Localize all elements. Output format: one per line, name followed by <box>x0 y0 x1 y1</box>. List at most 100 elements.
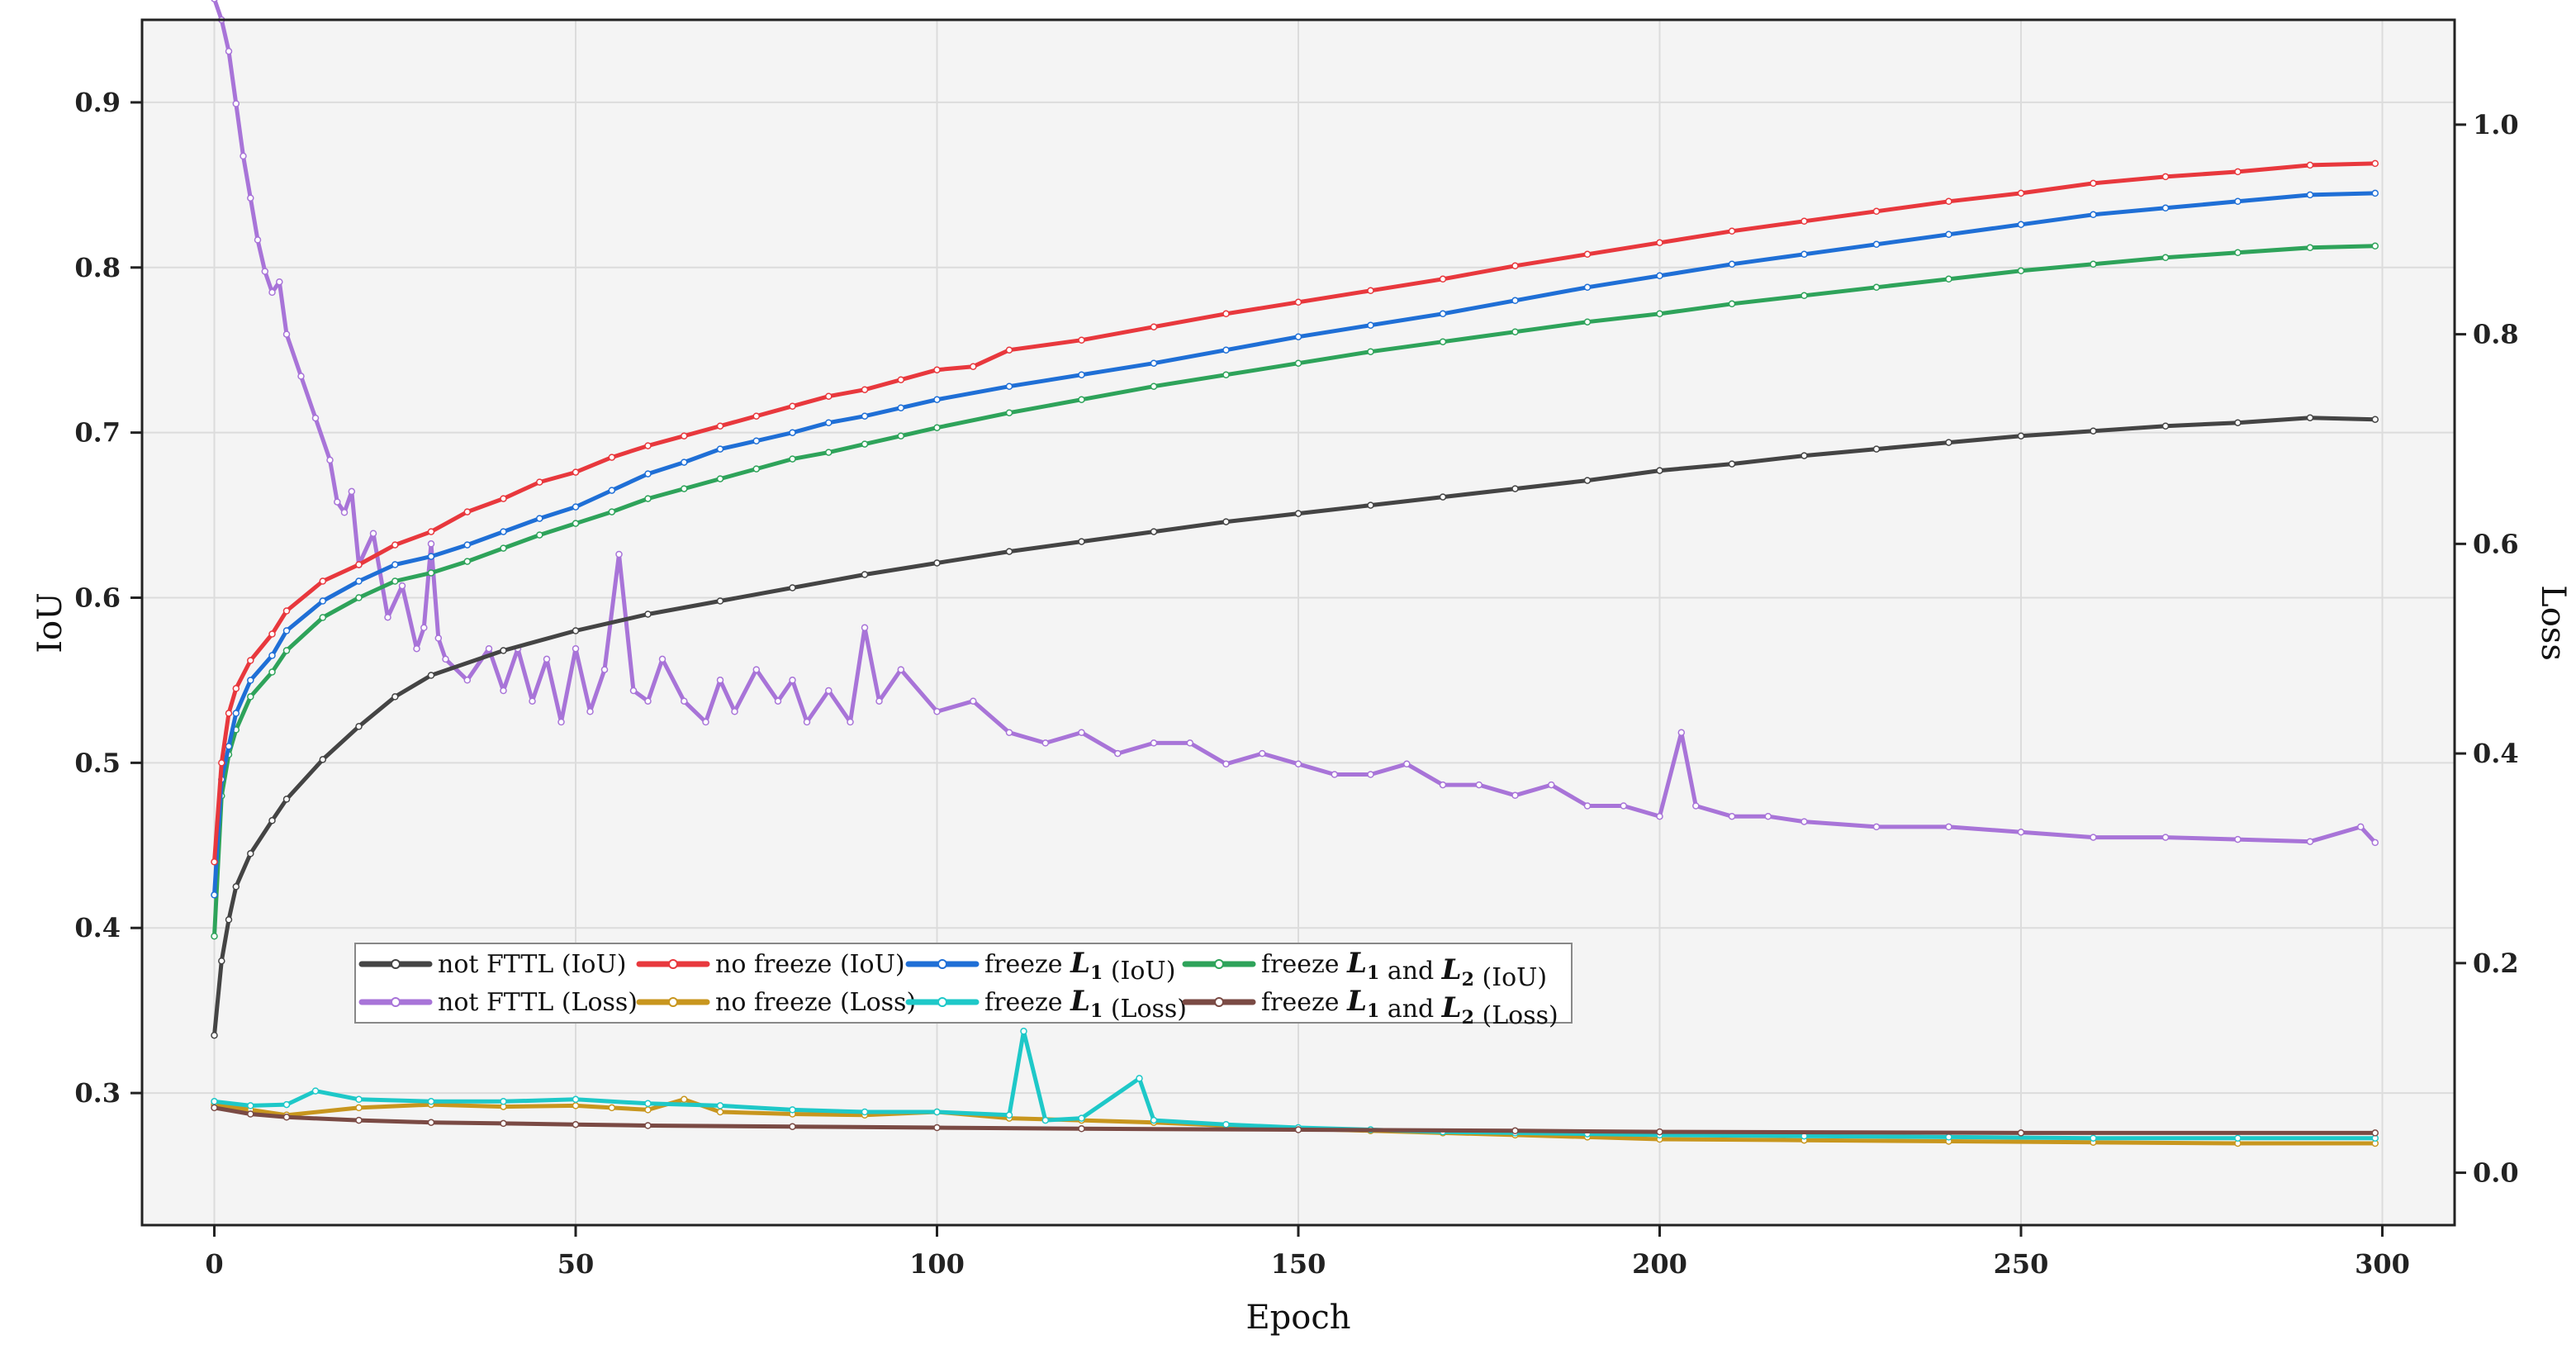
data-point <box>1800 818 1808 825</box>
data-point <box>586 708 594 715</box>
data-point <box>825 449 833 456</box>
data-point <box>427 672 435 679</box>
data-point <box>572 1095 580 1104</box>
legend-marker <box>1214 997 1224 1007</box>
legend-entry: not FTTL (Loss) <box>358 988 638 1017</box>
data-point <box>1872 823 1881 831</box>
data-point <box>369 530 377 537</box>
data-point <box>2161 422 2170 430</box>
data-point <box>557 718 565 726</box>
data-point <box>311 414 320 422</box>
x-tick-label: 200 <box>1632 1248 1687 1280</box>
data-point <box>225 47 233 55</box>
data-point <box>861 624 869 632</box>
data-point <box>572 627 580 634</box>
data-point <box>2306 191 2314 199</box>
data-point <box>2090 1134 2097 1142</box>
data-point <box>861 1108 869 1116</box>
data-point <box>1041 1116 1050 1124</box>
data-point <box>2306 161 2314 169</box>
data-point <box>2017 189 2025 197</box>
data-point <box>1656 239 1663 247</box>
legend-marker <box>1214 959 1224 969</box>
data-point <box>1511 297 1519 305</box>
data-point <box>1294 298 1302 306</box>
data-point <box>391 577 399 585</box>
data-point <box>629 687 638 695</box>
data-point <box>2371 839 2379 847</box>
data-point <box>933 424 941 431</box>
data-point <box>572 468 580 476</box>
data-point <box>1136 1075 1143 1082</box>
data-point <box>1511 791 1519 800</box>
series-line <box>212 416 2378 1038</box>
data-point <box>1511 328 1519 335</box>
data-point <box>319 614 327 621</box>
data-point <box>752 666 761 673</box>
data-point <box>702 718 709 726</box>
data-point <box>933 1108 941 1116</box>
y-axis-title-right: Loss <box>2534 585 2572 661</box>
data-point <box>716 1102 724 1109</box>
data-point <box>1583 477 1592 484</box>
data-point <box>1294 1126 1302 1133</box>
data-point <box>1511 485 1519 492</box>
x-tick-label: 150 <box>1271 1248 1326 1280</box>
data-point <box>933 396 941 403</box>
y-tick-label-right: 0.0 <box>2473 1157 2519 1189</box>
data-point <box>355 594 363 601</box>
data-point <box>1186 739 1194 747</box>
data-point <box>1041 739 1050 747</box>
y-tick-label-left: 0.6 <box>74 582 121 614</box>
data-point <box>297 373 305 380</box>
data-point <box>1114 749 1122 758</box>
legend-entry: no freeze (Loss) <box>636 988 916 1017</box>
data-point <box>716 422 724 430</box>
data-point <box>789 402 796 410</box>
legend-entry: no freeze (IoU) <box>636 950 905 979</box>
data-point <box>716 1108 724 1116</box>
data-point <box>282 647 291 654</box>
data-point <box>681 1095 688 1104</box>
data-point <box>2017 828 2025 836</box>
data-point <box>2017 432 2025 439</box>
data-point <box>897 404 905 411</box>
y-tick-label-left: 0.9 <box>74 87 121 118</box>
data-point <box>1294 333 1302 340</box>
data-point <box>1078 396 1085 403</box>
legend-entry: freeze L1 (IoU) <box>905 947 1175 986</box>
data-point <box>1945 275 1952 283</box>
data-point <box>1620 802 1628 810</box>
data-point <box>2371 159 2379 168</box>
data-point <box>716 597 724 605</box>
data-point <box>752 412 761 420</box>
data-point <box>897 376 905 383</box>
legend-entry: not FTTL (IoU) <box>358 950 626 979</box>
data-point <box>1403 760 1411 768</box>
data-point <box>608 487 616 494</box>
data-point <box>1439 338 1447 345</box>
y-tick-label-left: 0.5 <box>74 747 121 778</box>
data-point <box>716 677 724 684</box>
data-point <box>282 330 291 338</box>
data-point <box>2161 204 2170 212</box>
data-point <box>2090 427 2097 435</box>
data-point <box>211 1098 218 1105</box>
data-point <box>211 858 218 866</box>
data-point <box>1945 439 1952 446</box>
data-point <box>608 1104 616 1112</box>
data-point <box>413 644 420 653</box>
data-point <box>2234 1134 2242 1142</box>
data-point <box>847 718 854 726</box>
data-point <box>500 1098 507 1105</box>
data-point <box>1150 739 1158 747</box>
data-point <box>752 465 761 473</box>
data-point <box>232 100 240 107</box>
data-point <box>572 1120 580 1128</box>
data-point <box>1367 348 1374 355</box>
data-point <box>644 697 652 705</box>
data-point <box>825 687 833 695</box>
data-point <box>1222 346 1230 354</box>
x-tick-label: 50 <box>557 1248 595 1280</box>
